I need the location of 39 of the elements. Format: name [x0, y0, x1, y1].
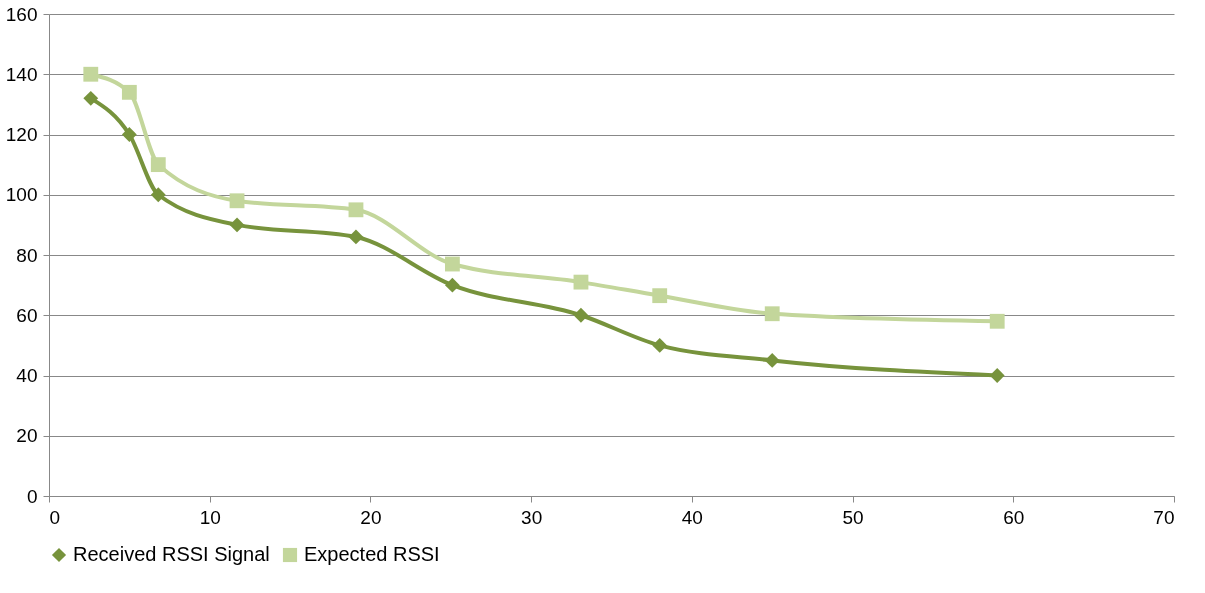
point [444, 277, 460, 293]
x-tick-label: 30 [521, 506, 543, 528]
y-tick-label: 0 [26, 485, 38, 507]
point [652, 288, 668, 304]
legend-label: Received RSSI Signal [73, 543, 270, 565]
point [764, 306, 780, 322]
point [989, 313, 1005, 329]
y-tick-label: 120 [5, 124, 38, 145]
y-tick-label: 100 [5, 184, 38, 206]
point [764, 353, 780, 368]
point [83, 66, 99, 82]
x-tick-label: 60 [1003, 506, 1025, 528]
x-tick-label: 20 [360, 506, 382, 528]
x-tick-label: 40 [681, 506, 703, 528]
point [652, 337, 668, 353]
point [348, 229, 364, 245]
y-tick-label: 60 [16, 304, 38, 326]
point [229, 217, 245, 233]
y-tick-label: 40 [16, 365, 38, 386]
x-tick-label: 70 [1153, 506, 1175, 528]
legend-label: Expected RSSI [304, 543, 440, 565]
y-tick-label: 140 [5, 63, 38, 85]
point [121, 84, 137, 100]
point [229, 193, 245, 209]
point [83, 90, 99, 106]
point [121, 127, 137, 142]
y-tick-label: 160 [5, 3, 38, 25]
x-tick-label: 50 [842, 506, 864, 528]
y-tick-label: 80 [16, 244, 38, 266]
y-tick-label: 20 [16, 425, 38, 447]
x-tick-label: 10 [199, 506, 221, 528]
point [573, 307, 589, 323]
point [444, 256, 460, 272]
point [150, 187, 166, 203]
point [348, 202, 364, 218]
x-tick-label: 0 [49, 506, 61, 528]
point [989, 368, 1005, 383]
point [573, 274, 589, 290]
point [150, 157, 166, 173]
